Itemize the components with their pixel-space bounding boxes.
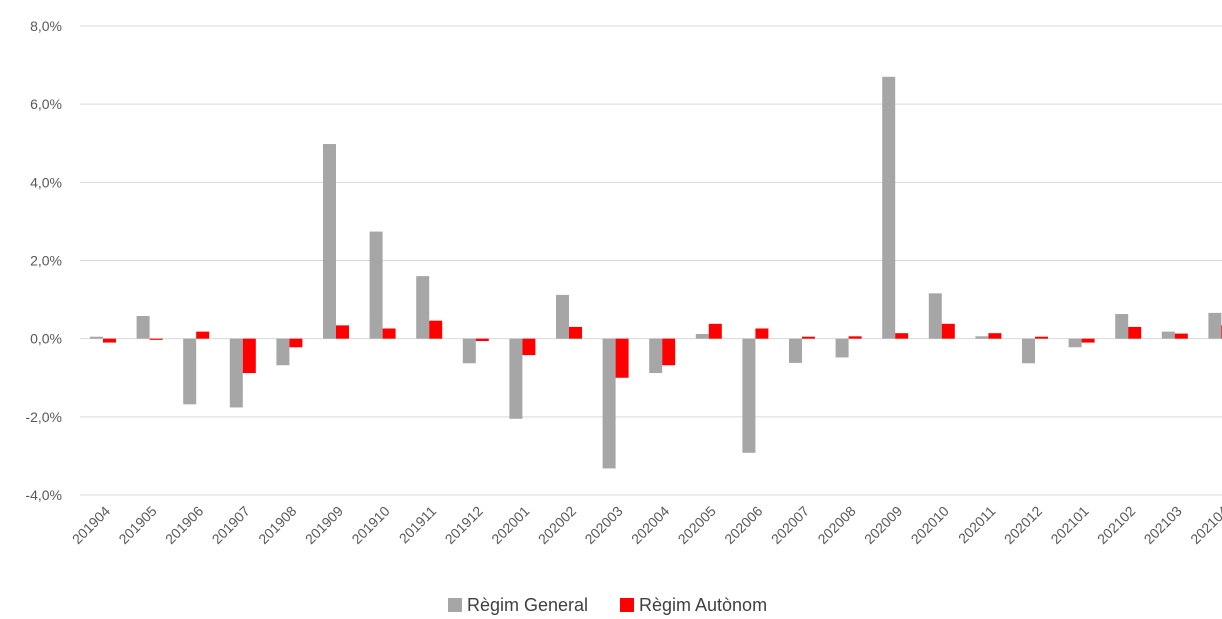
bar-autonom-202001 <box>522 338 536 356</box>
bar-autonom-201909 <box>336 325 349 339</box>
y-tick-label: 0,0% <box>30 331 62 347</box>
x-tick-label: 201911 <box>396 503 440 547</box>
bar-general-202104 <box>1208 312 1222 339</box>
x-tick-label: 202007 <box>768 503 812 547</box>
bar-general-202008 <box>835 338 849 358</box>
bar-autonom-202006 <box>755 328 769 339</box>
x-tick-label: 202008 <box>814 503 858 547</box>
x-tick-label: 201906 <box>162 503 206 547</box>
bar-general-201906 <box>183 338 197 405</box>
bar-autonom-201912 <box>475 338 489 342</box>
bar-general-201908 <box>276 338 290 366</box>
bar-autonom-201911 <box>429 320 443 339</box>
x-tick-label: 202001 <box>488 503 532 547</box>
x-tick-label: 202006 <box>721 503 765 547</box>
bar-general-202012 <box>1022 338 1035 364</box>
y-tick-label: 4,0% <box>30 174 62 190</box>
bar-general-202010 <box>928 293 942 339</box>
y-tick-label: -2,0% <box>25 409 62 425</box>
x-tick-label: 201904 <box>69 503 113 547</box>
x-tick-label: 202102 <box>1094 503 1138 547</box>
bar-general-201904 <box>90 336 103 339</box>
bar-autonom-202102 <box>1128 326 1142 339</box>
x-tick-label: 202003 <box>581 503 625 547</box>
x-tick-label: 202012 <box>1001 503 1045 547</box>
gridlines <box>80 25 1222 496</box>
x-tick-label: 201910 <box>348 503 392 547</box>
bar-autonom-202012 <box>1035 336 1048 339</box>
x-tick-label: 202004 <box>628 503 672 547</box>
x-tick-label: 202002 <box>535 503 579 547</box>
x-tick-label: 202104 <box>1187 503 1222 547</box>
bar-autonom-202003 <box>615 338 629 378</box>
y-tick-label: -4,0% <box>25 487 62 503</box>
bar-general-201912 <box>462 338 476 364</box>
bar-autonom-201906 <box>196 331 210 339</box>
bar-general-202006 <box>742 338 756 453</box>
bar-autonom-201905 <box>149 338 163 340</box>
bar-autonom-202011 <box>988 333 1002 339</box>
bar-general-202103 <box>1161 331 1175 339</box>
bar-general-201907 <box>229 338 243 408</box>
legend: Règim General Règim Autònom <box>448 595 767 615</box>
x-tick-label: 201905 <box>115 503 159 547</box>
bar-autonom-202008 <box>848 336 862 339</box>
x-tick-label: 202009 <box>861 503 905 547</box>
bar-autonom-202103 <box>1174 333 1188 339</box>
bar-general-201911 <box>416 276 430 339</box>
bars <box>90 76 1222 469</box>
x-tick-label: 201912 <box>442 503 486 547</box>
x-axis-tick-labels: 201904 201905 201906 201907 201908 201909 2019… <box>69 503 1222 547</box>
legend-swatch-general <box>448 598 462 612</box>
bar-autonom-201910 <box>382 328 396 339</box>
bar-autonom-202004 <box>662 338 676 366</box>
x-tick-label: 202101 <box>1047 503 1091 547</box>
y-axis-tick-labels: -4,0% -2,0% 0,0% 2,0% 4,0% 6,0% 8,0% <box>25 18 62 503</box>
x-tick-label: 201909 <box>302 503 346 547</box>
legend-label-general: Règim General <box>467 595 588 615</box>
bar-general-202007 <box>789 338 802 363</box>
bar-general-202009 <box>882 76 896 339</box>
y-tick-label: 6,0% <box>30 96 62 112</box>
legend-label-autonom: Règim Autònom <box>639 595 767 615</box>
bar-general-202011 <box>975 336 989 339</box>
bar-autonom-201908 <box>289 338 303 348</box>
x-tick-label: 202005 <box>675 503 719 547</box>
bar-autonom-202005 <box>708 323 722 339</box>
x-tick-label: 202010 <box>908 503 952 547</box>
bar-general-202002 <box>556 294 569 339</box>
x-tick-label: 202011 <box>955 503 999 547</box>
legend-swatch-autonom <box>620 598 634 612</box>
bar-general-202004 <box>649 338 663 374</box>
bar-general-202003 <box>602 338 616 469</box>
bar-autonom-202009 <box>895 333 909 339</box>
x-tick-label: 202103 <box>1141 503 1185 547</box>
bar-general-202101 <box>1068 338 1082 348</box>
bar-autonom-202002 <box>569 326 582 339</box>
x-tick-label: 201908 <box>255 503 299 547</box>
bar-general-202005 <box>695 333 709 339</box>
bar-general-202001 <box>509 338 523 419</box>
bar-autonom-202101 <box>1081 338 1095 343</box>
bar-autonom-201907 <box>242 338 256 374</box>
bar-general-201910 <box>369 231 383 339</box>
bar-general-201905 <box>136 316 150 339</box>
x-tick-label: 201907 <box>209 503 253 547</box>
bar-general-202102 <box>1115 314 1129 339</box>
bar-autonom-202010 <box>941 323 955 339</box>
y-tick-label: 8,0% <box>30 18 62 34</box>
y-tick-label: 2,0% <box>30 253 62 269</box>
bar-autonom-202007 <box>802 336 815 339</box>
bar-autonom-201904 <box>103 338 116 343</box>
bar-general-201909 <box>323 144 336 339</box>
